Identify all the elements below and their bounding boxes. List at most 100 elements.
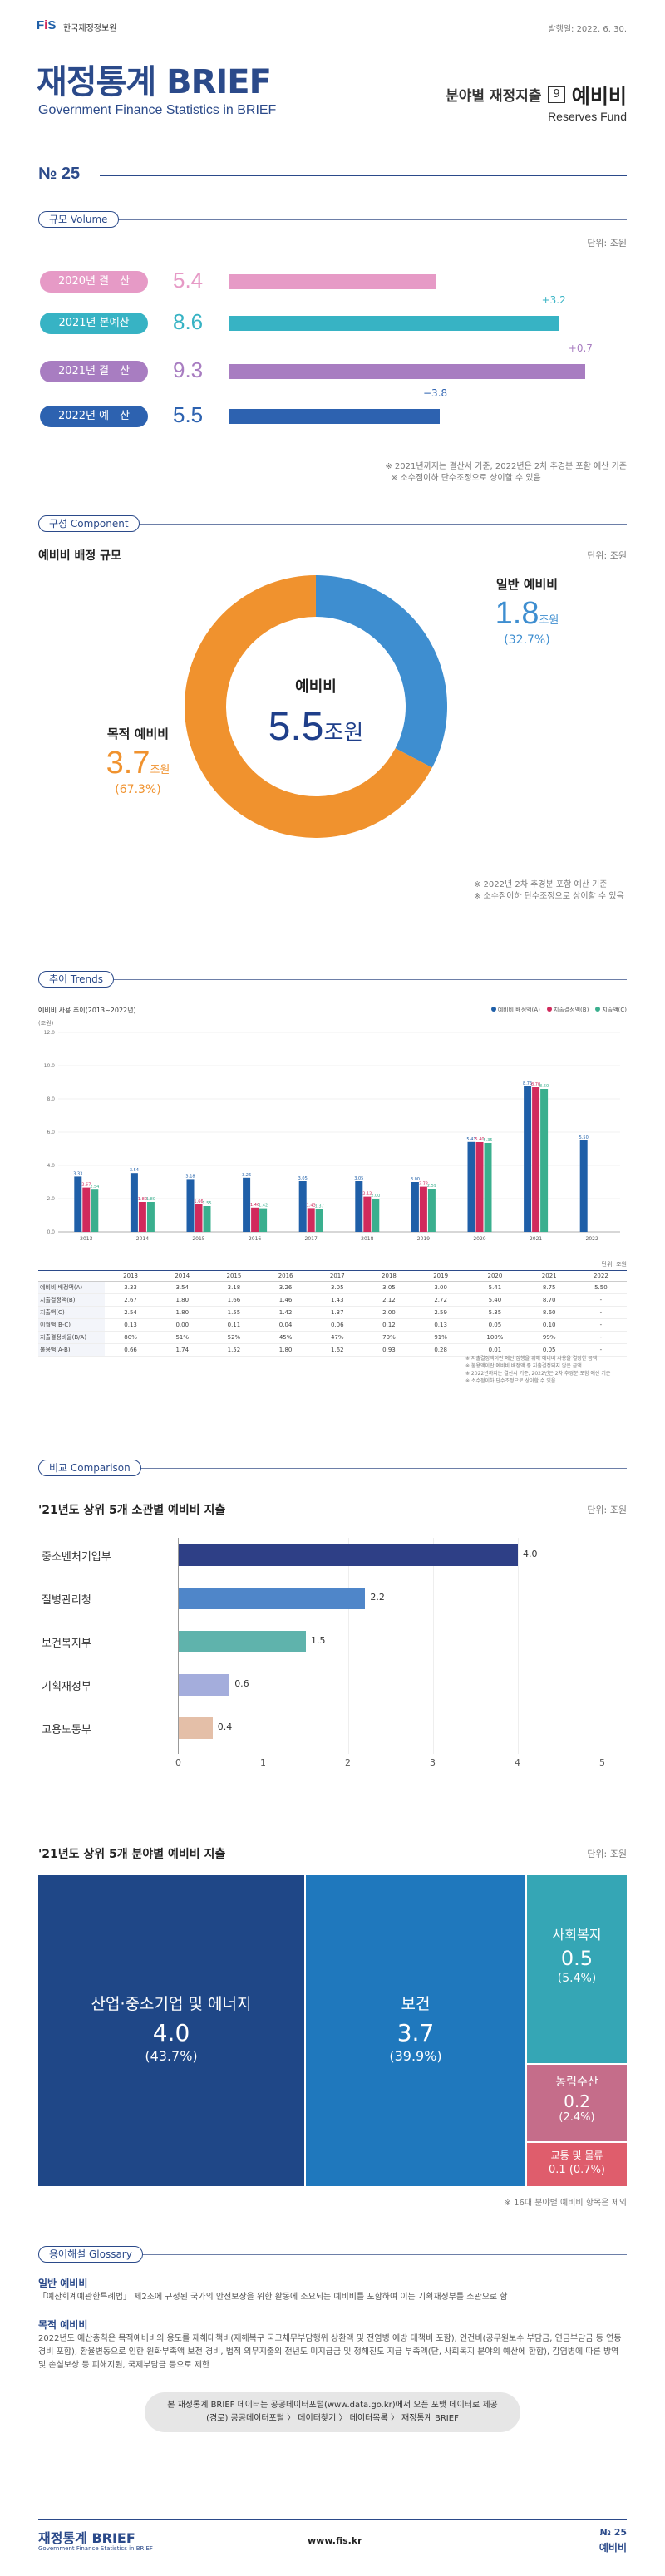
table-cell: 1.80 bbox=[259, 1343, 312, 1357]
table-row: 지출결정비율(B/A) 80% 51% 52% 45% 47% 70% 91% 100% 99% - bbox=[38, 1331, 627, 1344]
ministry-gridline bbox=[348, 1538, 349, 1754]
trend-bar-label: 3.00 bbox=[411, 1177, 420, 1182]
brief-subtitle: Government Finance Statistics in BRIEF bbox=[38, 103, 277, 117]
volume-period-pill: 2021년 결 산 bbox=[40, 361, 148, 382]
trend-y-tick: 10.0 bbox=[44, 1063, 56, 1069]
ministry-chart: 중소벤처기업부 4.0 질병관리청 2.2 보건복지부 1.5 기획재정부 0.… bbox=[0, 1529, 665, 1779]
publish-date: 발행일: 2022. 6. 30. bbox=[548, 25, 627, 34]
comparison-title-ministry: '21년도 상위 5개 소관별 예비비 지출 bbox=[38, 1504, 226, 1517]
trend-bar-label: 3.26 bbox=[242, 1173, 251, 1178]
purpose-reserve-value-line: 3.7조원 bbox=[88, 746, 188, 781]
legend-item-b: 지출결정액(B) bbox=[546, 1006, 589, 1014]
open-data-line-1: 본 재정통계 BRIEF 데이터는 공공데이터포털(www.data.go.kr… bbox=[167, 2401, 498, 2410]
component-note: ※ 2022년 2차 추경분 포함 예산 기준 bbox=[474, 880, 608, 889]
tile-value-line: 0.1 (0.7%) bbox=[527, 2164, 627, 2176]
trend-bar-c bbox=[315, 1209, 323, 1232]
brief-title: 재정통계 BRIEF bbox=[37, 63, 272, 101]
trends-rule bbox=[38, 979, 627, 980]
trend-bar-c bbox=[146, 1202, 155, 1232]
topic-english: Reserves Fund bbox=[548, 110, 627, 123]
table-row-head: 불용액(A-B) bbox=[38, 1343, 105, 1357]
table-cell: 2.67 bbox=[105, 1293, 157, 1307]
trend-bar-label: 8.75 bbox=[523, 1081, 532, 1086]
trends-note: ※ 소수점이하 단수조정으로 상이할 수 있음 bbox=[466, 1378, 556, 1384]
table-cell: 0.01 bbox=[466, 1343, 524, 1357]
table-year-header: 2022 bbox=[574, 1270, 627, 1282]
comparison-section-label: 비교 Comparison bbox=[38, 1460, 141, 1476]
table-cell: 91% bbox=[415, 1331, 467, 1344]
trend-bar-c bbox=[427, 1189, 436, 1232]
trend-x-tick: 2022 bbox=[586, 1236, 598, 1242]
volume-note: ※ 소수점이하 단수조정으로 상이할 수 있음 bbox=[391, 474, 541, 483]
trends-legend: 예비비 배정액(A) 지출결정액(B) 지출액(C) bbox=[490, 1006, 627, 1014]
table-cell: - bbox=[574, 1306, 627, 1319]
table-cell: 70% bbox=[362, 1331, 416, 1344]
trend-x-tick: 2018 bbox=[361, 1236, 373, 1242]
table-cell: 1.43 bbox=[311, 1293, 363, 1307]
tile-name: 교통 및 물류 bbox=[550, 2150, 603, 2161]
trend-x-tick: 2015 bbox=[192, 1236, 204, 1242]
trend-bar-a bbox=[524, 1086, 532, 1232]
donut-center-number: 5.5 bbox=[268, 705, 324, 749]
table-row-head: 이월액(B-C) bbox=[38, 1318, 105, 1332]
tile-name: 농림수산 bbox=[555, 2076, 598, 2089]
table-cell: 0.13 bbox=[105, 1318, 157, 1332]
trend-bar-label: 1.55 bbox=[202, 1201, 211, 1206]
volume-note: ※ 2021년까지는 결산서 기준, 2022년은 2차 추경분 포함 예산 기… bbox=[385, 462, 627, 471]
footer-brand-sub: Government Finance Statistics in BRIEF bbox=[38, 2545, 153, 2552]
legend-swatch-a bbox=[490, 1007, 496, 1012]
table-cell: 1.37 bbox=[311, 1306, 363, 1319]
volume-change: −3.8 bbox=[423, 387, 448, 399]
component-section-label: 구성 Component bbox=[38, 515, 140, 532]
table-row: 지출액(C) 2.54 1.80 1.55 1.42 1.37 2.00 2.59 5.35 8.… bbox=[38, 1306, 627, 1319]
table-cell: 47% bbox=[311, 1331, 363, 1344]
purpose-reserve-pct: (67.3%) bbox=[115, 783, 161, 796]
volume-period-pill: 2020년 결 산 bbox=[40, 271, 148, 293]
table-row: 불용액(A-B) 0.66 1.74 1.52 1.80 1.62 0.93 0.28 0.01… bbox=[38, 1343, 627, 1357]
trends-y-unit: (조원) bbox=[38, 1020, 54, 1027]
footer-url[interactable]: www.fis.kr bbox=[308, 2535, 362, 2546]
table-cell: 0.06 bbox=[311, 1318, 363, 1332]
trend-bar-c bbox=[540, 1089, 549, 1232]
ministry-bar bbox=[179, 1674, 230, 1696]
ministry-name: 고용노동부 bbox=[42, 1724, 91, 1736]
volume-bar bbox=[229, 364, 585, 379]
glossary-rule bbox=[38, 2254, 627, 2255]
treemap-tile-agriculture: 농림수산 0.2 (2.4%) bbox=[527, 2065, 627, 2141]
issue-number: № 25 bbox=[38, 165, 81, 183]
open-data-line-2: (경로) 공공데이터포털 〉 데이터찾기 〉 데이터목록 〉 재정통계 BRIE… bbox=[206, 2414, 459, 2423]
table-row-head: 지출결정비율(B/A) bbox=[38, 1331, 105, 1344]
trend-bar-b bbox=[82, 1187, 91, 1232]
trend-bar-c bbox=[203, 1206, 211, 1232]
ministry-axis-tick: 1 bbox=[260, 1757, 266, 1768]
table-cell: - bbox=[574, 1343, 627, 1357]
trend-bar-a bbox=[130, 1173, 138, 1232]
trend-bar-b bbox=[363, 1196, 372, 1232]
trend-bar-b bbox=[138, 1202, 146, 1232]
table-cell: 0.12 bbox=[362, 1318, 416, 1332]
tile-value: 0.5 bbox=[560, 1947, 594, 1970]
comparison-note: ※ 16대 분야별 예비비 항목은 제외 bbox=[504, 2199, 627, 2208]
ministry-axis-tick: 4 bbox=[515, 1757, 520, 1768]
table-cell: 0.10 bbox=[523, 1318, 575, 1332]
trend-bar-b bbox=[532, 1087, 540, 1232]
org-name: 한국재정정보원 bbox=[63, 24, 117, 33]
table-row-head: 지출액(C) bbox=[38, 1306, 105, 1319]
ministry-bar bbox=[179, 1544, 518, 1566]
trend-bar-label: 2.00 bbox=[371, 1194, 380, 1199]
glossary-def-purpose: 2022년도 예산총칙은 목적예비비의 용도를 재해대책비(재해복구 국고채무부… bbox=[38, 2334, 622, 2370]
tile-name: 산업·중소기업 및 에너지 bbox=[91, 1995, 252, 2013]
volume-period-pill: 2021년 본예산 bbox=[40, 313, 148, 334]
tile-pct: (5.4%) bbox=[557, 1972, 597, 1985]
purpose-reserve-unit: 조원 bbox=[150, 764, 170, 776]
treemap-tile-welfare: 사회복지 0.5 (5.4%) bbox=[527, 1875, 627, 2063]
table-cell: 1.66 bbox=[208, 1293, 260, 1307]
volume-value: 9.3 bbox=[173, 357, 204, 382]
tile-pct: (39.9%) bbox=[389, 2048, 442, 2064]
trend-bar-a bbox=[411, 1182, 419, 1232]
purpose-reserve-value: 3.7 bbox=[106, 746, 150, 781]
trend-x-tick: 2014 bbox=[136, 1236, 149, 1242]
treemap-tile-industry: 산업·중소기업 및 에너지 4.0 (43.7%) bbox=[38, 1875, 304, 2186]
general-reserve-pct: (32.7%) bbox=[504, 633, 550, 647]
trend-bar-a bbox=[74, 1176, 82, 1232]
